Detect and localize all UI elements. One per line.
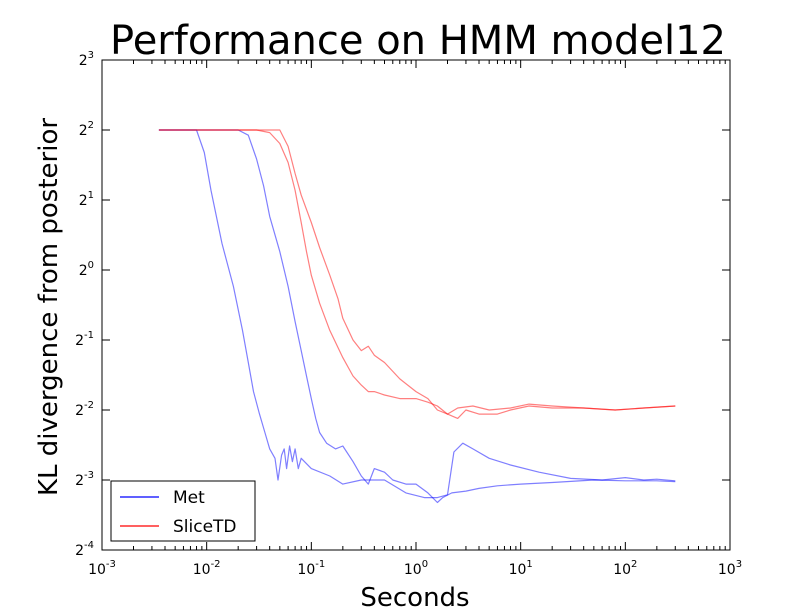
y-tick-label-exp: -2 [84,400,94,411]
y-tick-label-exp: -3 [84,470,94,481]
series-line-slicetd-run-1 [158,129,676,415]
y-tick-label-base: 2 [79,123,88,139]
x-tick-label-exp: 0 [422,559,428,570]
chart-title: Performance on HMM model12 [110,18,726,64]
x-tick-label-exp: -1 [315,559,325,570]
x-tick-label: 100 [404,559,428,578]
y-tick-label: 22 [79,120,94,139]
x-tick-label: 101 [509,559,533,578]
y-tick-label-base: 2 [79,263,88,279]
x-tick-label: 103 [718,559,742,578]
y-tick-label-base: 2 [79,193,88,209]
legend-box [110,480,256,542]
ticks-layer: 10-3 10-2 10-1 100 101 102 1032-42-32-22-12021… [75,50,742,578]
y-tick-label: 20 [79,260,94,279]
x-tick-label-exp: 1 [526,559,532,570]
x-tick-label-base: 10 [613,562,631,578]
y-tick-label-base: 2 [75,333,84,349]
y-tick-label: 2-2 [75,400,94,419]
x-tick-label: 10-2 [193,559,221,578]
x-tick-label-exp: -3 [106,559,116,570]
x-tick-label-exp: -2 [211,559,221,570]
series-line-slicetd-run-2 [158,129,676,419]
x-tick-label-base: 10 [404,562,422,578]
plot-frame [101,59,731,551]
series-line-met-run-1 [158,129,676,499]
x-tick-label-base: 10 [509,562,527,578]
x-axis-label: Seconds [360,583,469,612]
y-tick-label: 21 [79,190,94,209]
y-tick-label: 2-3 [75,470,94,489]
x-tick-label-base: 10 [193,562,211,578]
legend-label-slicetd: SliceTD [173,517,237,537]
y-tick-label: 23 [79,50,94,69]
y-tick-label-exp: -1 [84,330,94,341]
y-tick-label-exp: 0 [88,260,94,271]
x-tick-label-base: 10 [88,562,106,578]
y-tick-label-exp: 1 [88,190,94,201]
y-axis-label: KL divergence from posterior [34,118,64,496]
y-tick-label-exp: 2 [88,120,94,131]
x-tick-label-exp: 2 [631,559,637,570]
x-tick-label-exp: 3 [736,559,742,570]
x-tick-label: 10-1 [297,559,325,578]
x-tick-label: 10-3 [88,559,116,578]
x-tick-label-base: 10 [718,562,736,578]
y-tick-label-exp: -4 [84,540,94,551]
series-line-met-run-2 [158,129,676,504]
x-tick-label-base: 10 [297,562,315,578]
y-tick-label-base: 2 [75,403,84,419]
y-tick-label: 2-4 [75,540,94,559]
x-tick-label: 102 [613,559,637,578]
legend: Met SliceTD [110,480,256,542]
y-tick-label: 2-1 [75,330,94,349]
y-tick-label-exp: 3 [88,50,94,61]
y-tick-label-base: 2 [79,53,88,69]
y-tick-label-base: 2 [75,543,84,559]
y-tick-label-base: 2 [75,473,84,489]
series-layer [158,129,676,504]
legend-label-met: Met [173,488,205,508]
